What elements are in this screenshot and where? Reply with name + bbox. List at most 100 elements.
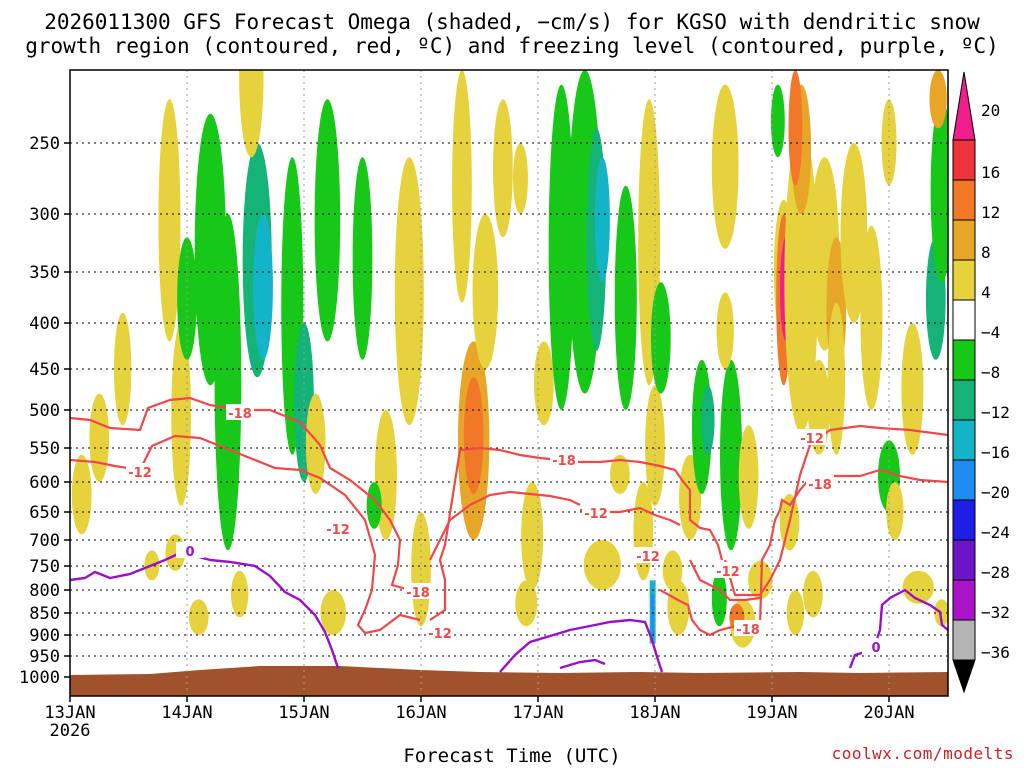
colorbar-label: −12 xyxy=(981,403,1010,422)
omega-cell xyxy=(521,482,544,590)
x-tick-label: 15JAN xyxy=(278,703,329,723)
omega-cell xyxy=(463,377,484,494)
omega-cell xyxy=(366,482,382,529)
omega-cell xyxy=(700,385,715,455)
colorbar-swatch xyxy=(952,499,976,541)
dgz-contour-label-bg xyxy=(126,463,154,479)
omega-cell xyxy=(89,393,110,482)
colorbar-swatch xyxy=(952,619,976,661)
dgz-contour-label: -18 xyxy=(736,623,760,638)
omega-cell xyxy=(738,425,759,529)
dgz-contour xyxy=(659,468,948,637)
omega-cell xyxy=(784,128,819,433)
dgz-contour-label: -12 xyxy=(428,627,452,642)
omega-shading xyxy=(70,70,948,696)
omega-cell xyxy=(803,570,823,618)
omega-cell xyxy=(711,84,739,249)
colorbar-label: −32 xyxy=(981,603,1010,622)
omega-cell xyxy=(720,359,743,551)
contours: -18 -12 -12 -18 -12 -18 -12 -12 -18 -12 -18 -12 0 0 xyxy=(70,396,948,673)
y-tick-label: 850 xyxy=(29,604,60,624)
freezing-contour-label-bg xyxy=(862,638,890,654)
colorbar-swatch xyxy=(952,339,976,381)
dgz-contour-label: -12 xyxy=(128,466,152,481)
chart-title-line2: growth region (contoured, red, ºC) and f… xyxy=(25,34,999,58)
omega-cell xyxy=(493,99,513,238)
chart-title-line1: 2026011300 GFS Forecast Omega (shaded, −… xyxy=(44,10,980,34)
colorbar-swatch xyxy=(952,259,976,301)
colorbar-swatch xyxy=(952,219,976,261)
colorbar-label: −24 xyxy=(981,523,1010,542)
omega-cell xyxy=(651,282,671,394)
dgz-contour-label: -18 xyxy=(228,407,252,422)
y-tick-label: 1000 xyxy=(19,668,60,688)
colorbar-label: −16 xyxy=(981,443,1010,462)
x-axis-label: Forecast Time (UTC) xyxy=(403,745,621,767)
y-tick-label: 450 xyxy=(29,360,60,380)
y-tick-label: 550 xyxy=(29,439,60,459)
x-year-label: 2026 xyxy=(50,721,91,741)
dgz-contour-label: -12 xyxy=(800,432,824,447)
x-tick-label: 17JAN xyxy=(512,703,563,723)
omega-cell xyxy=(188,599,209,635)
dgz-contour-label-bg xyxy=(634,547,662,563)
omega-cell xyxy=(610,454,630,494)
omega-cell xyxy=(711,570,727,627)
dgz-contour-label-bg xyxy=(798,429,826,445)
freezing-contour-label: 0 xyxy=(871,641,880,656)
colorbar-label: 8 xyxy=(981,243,991,262)
omega-cell xyxy=(770,84,785,158)
x-tick-label: 13JAN xyxy=(44,703,95,723)
ground-shading xyxy=(70,666,948,696)
omega-cell xyxy=(901,323,924,455)
omega-cell xyxy=(633,482,654,581)
colorbar-label: −20 xyxy=(981,483,1010,502)
omega-cell xyxy=(305,393,326,494)
dgz-contour xyxy=(723,424,948,597)
y-tick-label: 500 xyxy=(29,401,60,421)
dgz-contour-label-bg xyxy=(582,504,610,520)
dgz-contour-label: -18 xyxy=(552,454,576,469)
y-tick-label: 750 xyxy=(29,557,60,577)
y-tick-label: 800 xyxy=(29,581,60,601)
omega-cell xyxy=(113,312,132,426)
colorbar-label: 16 xyxy=(981,163,1000,182)
colorbar-label: 12 xyxy=(981,203,1000,222)
omega-cell xyxy=(314,99,341,342)
omega-cell xyxy=(239,70,264,158)
omega-cell xyxy=(583,540,621,590)
omega-cell xyxy=(472,214,499,369)
omega-cell xyxy=(840,143,868,323)
dgz-contour xyxy=(70,434,421,635)
x-tick-label: 20JAN xyxy=(863,703,914,723)
colorbar-cap-bottom xyxy=(952,659,976,694)
freezing-level-contour xyxy=(499,618,664,673)
grid-lines xyxy=(70,70,948,696)
omega-cell xyxy=(394,157,424,426)
dgz-contour-label: -12 xyxy=(326,523,350,538)
colorbar-label: −36 xyxy=(981,643,1010,662)
omega-cell xyxy=(786,590,805,635)
dgz-contour-label: -12 xyxy=(636,550,660,565)
colorbar-label: −8 xyxy=(981,363,1000,382)
omega-cell xyxy=(534,341,554,426)
omega-cell xyxy=(253,214,273,360)
colorbar-swatch xyxy=(952,459,976,501)
credit-link[interactable]: coolwx.com/modelts xyxy=(831,744,1014,763)
omega-cell xyxy=(515,580,538,627)
x-tick-label: 16JAN xyxy=(395,703,446,723)
omega-cell xyxy=(614,185,637,410)
omega-cell xyxy=(860,225,883,410)
y-tick-label: 650 xyxy=(29,503,60,523)
dgz-contour-label-bg xyxy=(550,451,578,467)
omega-cell xyxy=(512,143,528,214)
colorbar-swatch xyxy=(952,579,976,621)
x-tick-label: 18JAN xyxy=(629,703,680,723)
y-tick-label: 300 xyxy=(29,205,60,225)
freezing-level-contour xyxy=(70,551,340,669)
colorbar-label: 4 xyxy=(981,283,991,302)
colorbar-cap-top xyxy=(952,71,976,141)
x-axis: 13JAN 14JAN 15JAN 16JAN 17JAN 18JAN 19JAN 20JAN… xyxy=(44,696,915,741)
colorbar: 20 16 12 8 4 −4 −8 −12 −16 −20 −24 −28 −32 −36 xyxy=(952,71,1010,694)
